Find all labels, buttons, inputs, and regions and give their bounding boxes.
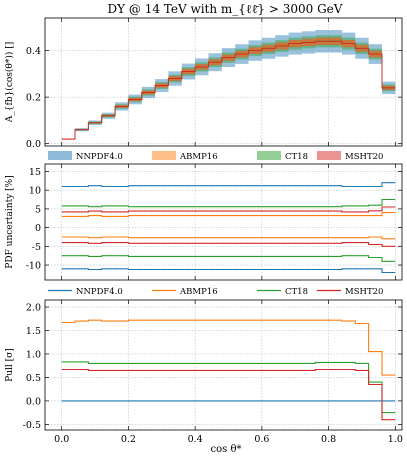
x-axis-label: cos θ* — [211, 444, 242, 455]
x-tick-label: 0.8 — [321, 434, 336, 445]
y-axis-label: Pull [σ] — [5, 348, 15, 382]
uncertainty-upper-line — [61, 212, 396, 217]
pull-line — [61, 368, 396, 421]
legend-swatch — [317, 151, 341, 160]
x-tick-label: 0.4 — [188, 434, 203, 445]
afb-central-line — [61, 40, 396, 140]
uncertainty-lower-line — [61, 242, 396, 247]
legend-label: MSHT20 — [345, 287, 383, 297]
x-tick-label: 0.6 — [254, 434, 269, 445]
y-tick-label: 0.0 — [26, 396, 41, 407]
panel-middle: -10 -5 0 5 10 15 PDF uncertainty [%] — [5, 163, 403, 281]
y-tick-label: -0.5 — [23, 420, 41, 431]
axes-frame — [44, 299, 403, 431]
y-tick-label: 2.0 — [26, 303, 41, 314]
x-tick-label: 0.0 — [54, 434, 69, 445]
x-tick-label: 1.0 — [388, 434, 403, 445]
legend-middle: NNPDF4.0 ABMP16 CT18 MSHT20 — [48, 287, 383, 297]
axes-frame — [44, 17, 403, 147]
y-tick-label: 0.5 — [26, 373, 41, 384]
y-tick-label: 1.0 — [26, 349, 41, 360]
y-tick-label: 10 — [29, 186, 41, 197]
legend-label: ABMP16 — [179, 287, 218, 297]
legend-label: CT18 — [285, 152, 308, 162]
y-tick-label: 1.5 — [26, 326, 41, 337]
axes-frame — [44, 163, 403, 281]
y-tick-label: 0.2 — [26, 93, 41, 104]
legend-label: ABMP16 — [179, 152, 218, 162]
y-tick-label: -5 — [32, 242, 41, 253]
pull-line — [61, 319, 396, 376]
y-axis-label: A_{fb}(cos(θ*)) [] — [4, 42, 15, 123]
uncertainty-lower-line — [61, 268, 396, 274]
legend-top: NNPDF4.0 ABMP16 CT18 MSHT20 — [48, 151, 383, 162]
legend-swatch — [48, 151, 72, 160]
uncertainty-lower-line — [61, 255, 396, 262]
y-tick-label: 0.0 — [26, 139, 41, 150]
legend-swatch — [257, 151, 281, 160]
y-tick-label: 0 — [35, 223, 41, 234]
y-tick-label: 0.4 — [26, 46, 41, 57]
y-tick-label: 15 — [29, 167, 41, 178]
panel-top: 0.0 0.2 0.4 A_{fb}(cos(θ*)) [] — [4, 17, 403, 150]
uncertainty-upper-line — [61, 198, 396, 208]
legend-label: NNPDF4.0 — [76, 287, 123, 297]
pull-line — [61, 361, 396, 414]
uncertainty-lower-line — [61, 236, 396, 240]
legend-label: NNPDF4.0 — [76, 152, 123, 162]
y-axis-label: PDF uncertainty [%] — [5, 175, 15, 268]
x-tick-label: 0.2 — [121, 434, 136, 445]
legend-swatch — [152, 151, 176, 160]
legend-label: MSHT20 — [345, 152, 383, 162]
uncertainty-upper-line — [61, 206, 396, 213]
uncertainty-upper-line — [61, 182, 396, 188]
panel-bottom: -0.5 0.0 0.5 1.0 1.5 2.0 0.0 0.2 0.4 0.6 0.8 1.0 Pul… — [5, 299, 403, 445]
y-tick-label: 5 — [35, 204, 41, 215]
figure-title: DY @ 14 TeV with m_{ℓℓ̄} > 3000 GeV — [108, 2, 343, 16]
legend-label: CT18 — [285, 287, 308, 297]
y-tick-label: -10 — [26, 261, 41, 272]
